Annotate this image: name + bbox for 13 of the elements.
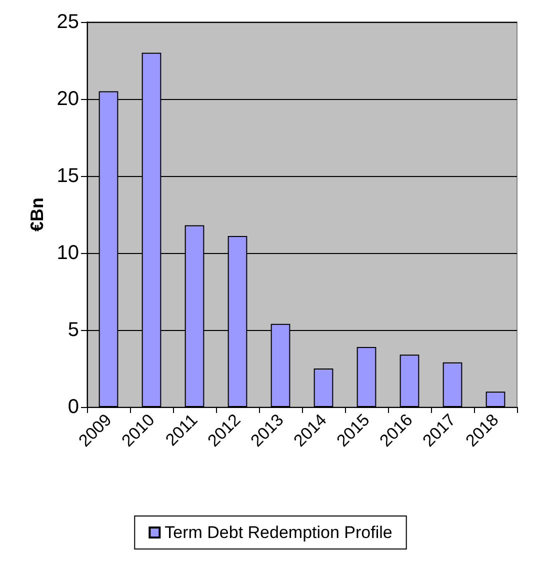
bar [314, 368, 334, 407]
y-tick-label: 15 [56, 165, 79, 187]
y-tick-label: 20 [56, 88, 79, 110]
bar [356, 346, 376, 407]
y-tick-label: 0 [68, 396, 79, 418]
y-tick-label: 10 [56, 242, 79, 264]
bar [442, 362, 462, 407]
bar [400, 354, 420, 407]
bar [486, 392, 506, 407]
y-tick-label: 25 [56, 11, 79, 33]
y-tick-label: 5 [68, 319, 79, 341]
legend-label: Term Debt Redemption Profile [164, 523, 392, 542]
y-axis-title: €Bn [26, 197, 47, 232]
